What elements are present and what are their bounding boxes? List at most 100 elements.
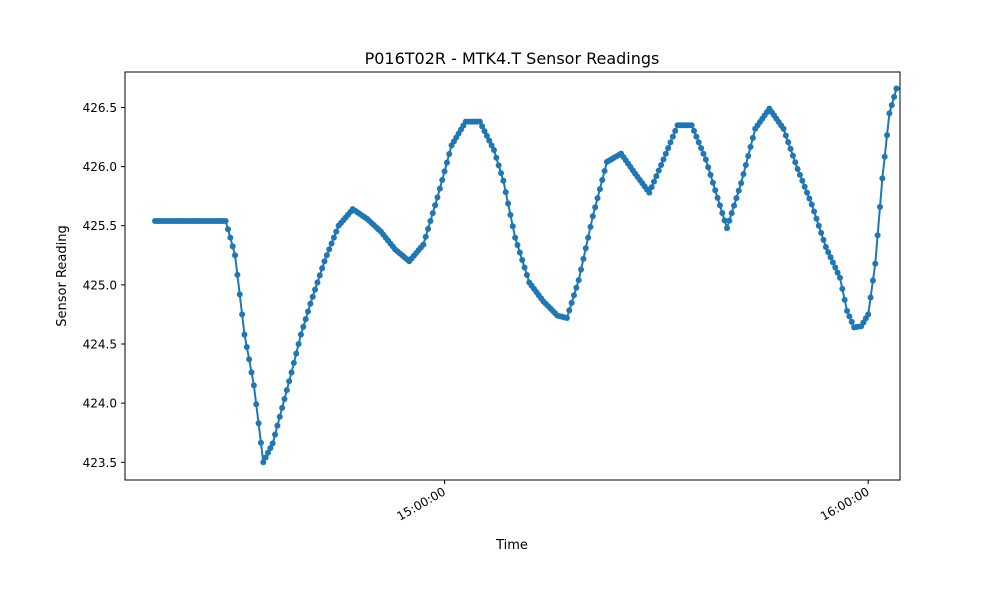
plot-area xyxy=(124,71,901,481)
data-point xyxy=(272,431,279,438)
data-point xyxy=(886,110,893,117)
data-point xyxy=(255,420,262,427)
data-point xyxy=(822,244,829,251)
data-point xyxy=(839,285,846,292)
data-point xyxy=(815,222,822,229)
data-point xyxy=(295,341,302,347)
data-point xyxy=(801,183,808,190)
data-point xyxy=(563,314,570,321)
data-point xyxy=(707,171,714,178)
x-tick-label: 15:00:00 xyxy=(394,484,448,523)
data-point xyxy=(794,165,801,172)
data-point xyxy=(323,252,330,259)
data-point xyxy=(789,152,796,159)
data-point xyxy=(796,171,803,178)
data-point xyxy=(601,167,608,174)
data-point xyxy=(512,234,519,241)
data-point xyxy=(747,143,754,150)
y-axis-label: Sensor Reading xyxy=(55,225,70,326)
data-point xyxy=(893,85,900,92)
data-point xyxy=(780,125,787,132)
data-point xyxy=(519,257,526,264)
data-point xyxy=(262,454,269,461)
data-point xyxy=(695,139,702,146)
data-point xyxy=(702,156,709,163)
series-markers xyxy=(152,85,900,466)
data-point xyxy=(290,359,297,366)
data-point xyxy=(740,171,747,178)
data-point xyxy=(281,395,288,402)
data-point xyxy=(655,167,662,174)
data-point xyxy=(321,258,328,265)
data-point xyxy=(749,134,756,141)
data-point xyxy=(516,249,523,256)
data-point xyxy=(709,179,716,186)
data-point xyxy=(333,228,340,235)
data-point xyxy=(596,186,603,193)
data-point xyxy=(439,177,446,184)
data-point xyxy=(872,260,879,267)
data-point xyxy=(733,195,740,202)
data-point xyxy=(476,118,483,125)
data-point xyxy=(735,187,742,194)
data-point xyxy=(813,215,820,222)
data-point xyxy=(841,296,848,303)
data-point xyxy=(792,159,799,166)
data-point xyxy=(585,234,592,241)
data-point xyxy=(312,286,319,293)
data-point xyxy=(653,173,660,180)
data-point xyxy=(260,459,267,466)
data-point xyxy=(521,264,528,271)
data-point xyxy=(276,413,283,420)
data-point xyxy=(523,272,530,279)
data-point xyxy=(229,243,236,250)
data-point xyxy=(804,189,811,196)
data-point xyxy=(507,211,514,218)
y-tick-label: 426.5 xyxy=(83,101,117,115)
data-point xyxy=(869,277,876,284)
data-point xyxy=(578,266,585,273)
data-point xyxy=(782,132,789,139)
data-point xyxy=(648,184,655,191)
y-tick-label: 426.0 xyxy=(83,160,117,174)
y-tick-label: 423.5 xyxy=(83,456,117,470)
data-point xyxy=(267,445,274,452)
data-point xyxy=(742,162,749,169)
data-point xyxy=(300,323,307,330)
data-point xyxy=(446,150,453,157)
data-point xyxy=(662,150,669,157)
data-point xyxy=(248,369,255,376)
data-point xyxy=(693,133,700,140)
data-point xyxy=(227,234,234,241)
data-point xyxy=(700,150,707,157)
data-point xyxy=(302,316,309,323)
data-point xyxy=(505,200,512,207)
data-point xyxy=(232,252,239,259)
data-point xyxy=(879,175,886,182)
data-point xyxy=(714,194,721,201)
data-point xyxy=(509,223,516,230)
data-point xyxy=(592,204,599,211)
data-point xyxy=(568,299,575,306)
data-point xyxy=(246,356,253,363)
data-point xyxy=(283,387,290,394)
data-point xyxy=(651,178,658,185)
data-point xyxy=(721,217,728,224)
data-point xyxy=(660,156,667,163)
x-axis-label: Time xyxy=(495,538,528,553)
data-point xyxy=(712,187,719,194)
data-point xyxy=(479,123,486,130)
data-point xyxy=(305,308,312,315)
data-point xyxy=(667,139,674,146)
data-point xyxy=(836,274,843,281)
data-point xyxy=(888,102,895,109)
data-point xyxy=(820,236,827,243)
data-point xyxy=(570,292,577,299)
data-point xyxy=(286,378,293,385)
data-point xyxy=(728,210,735,217)
data-point xyxy=(806,195,813,202)
y-tick-label: 424.0 xyxy=(83,397,117,411)
data-point xyxy=(250,382,257,389)
data-point xyxy=(314,279,321,286)
data-point xyxy=(239,311,246,318)
